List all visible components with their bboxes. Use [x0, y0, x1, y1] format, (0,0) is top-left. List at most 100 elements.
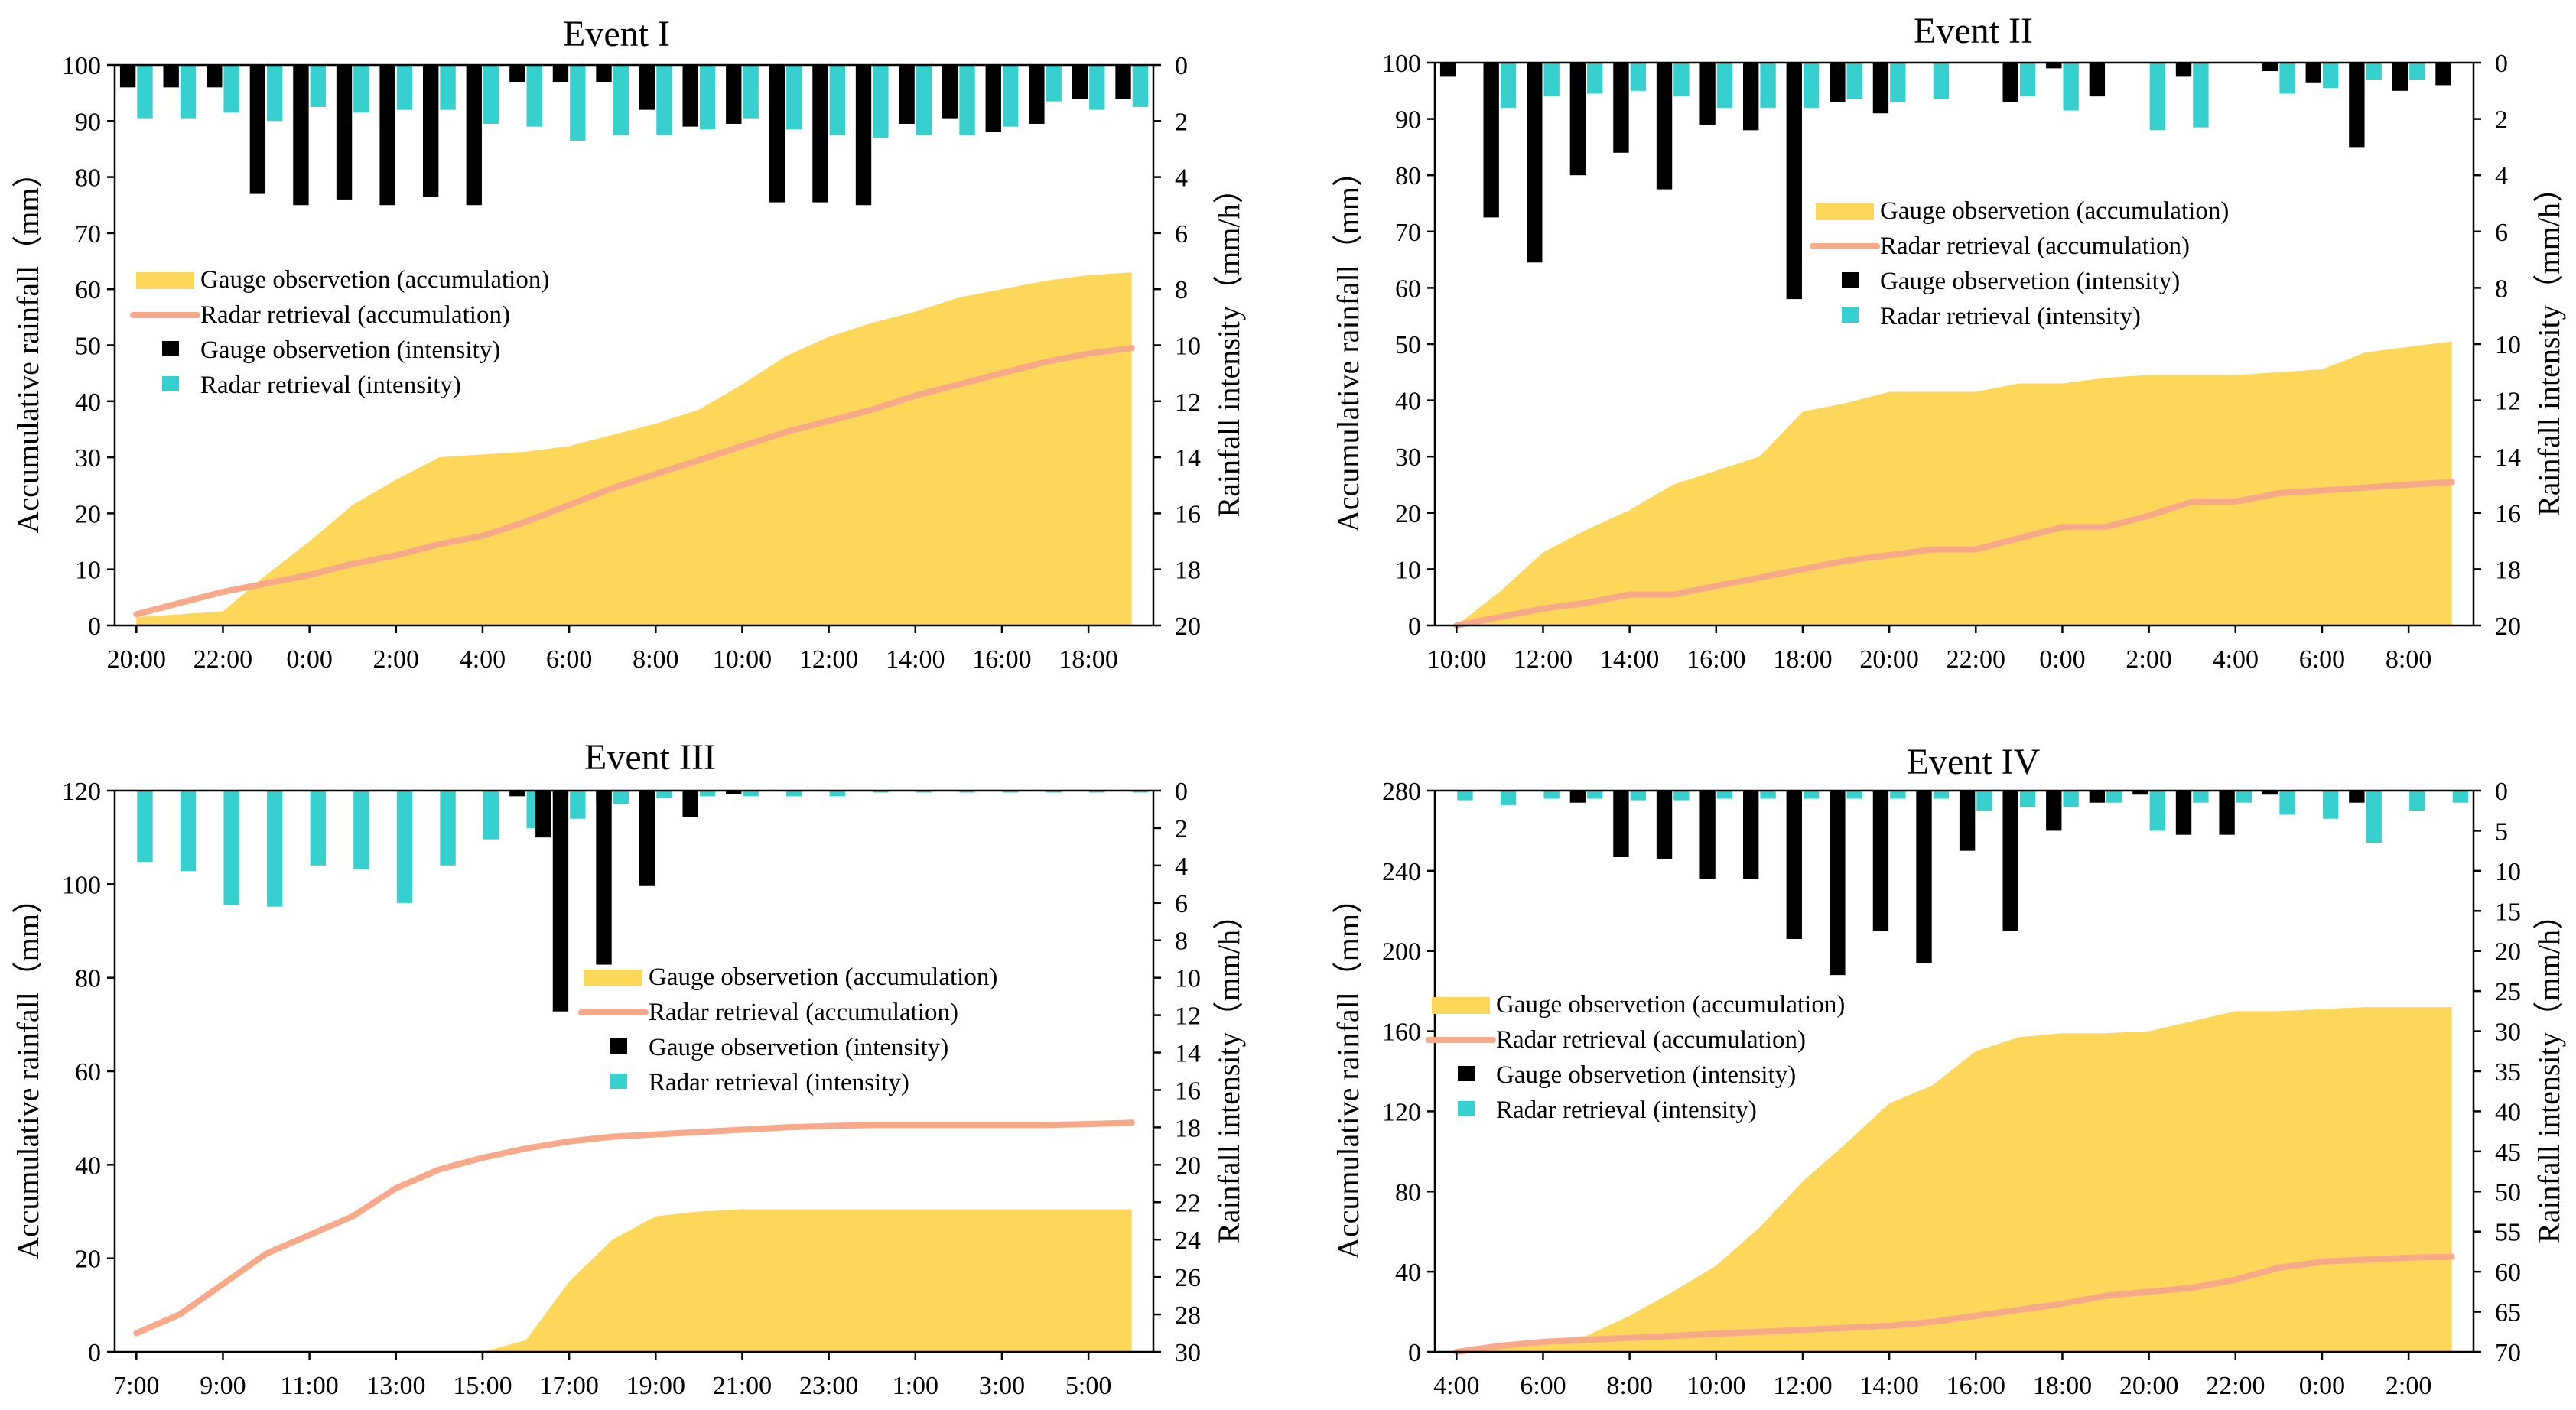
- radar-intensity-bar-20: [2322, 791, 2339, 819]
- right-tick-label-10: 20: [1175, 612, 1201, 641]
- right-tick-label-12: 24: [1175, 1226, 1201, 1255]
- legend-swatch-radar-intensity: [1458, 1101, 1475, 1116]
- x-tick-label-4: 18:00: [1773, 645, 1832, 674]
- right-axis-label: Rainfall intensity（mm/h）: [1212, 174, 1246, 518]
- left-tick-label-2: 40: [75, 1152, 101, 1180]
- left-tick-label-9: 90: [1395, 106, 1421, 135]
- right-tick-label-0: 0: [1175, 778, 1188, 806]
- chart-panel-1: 0 10 20 30 40 50 60 70 80 90 100 0 2 4 6 8 10 12 14 16 18 20 2…: [11, 14, 1246, 674]
- right-tick-label-2: 4: [1175, 164, 1188, 193]
- gauge-intensity-bar-17: [855, 65, 872, 206]
- gauge-intensity-bar-14: [2046, 791, 2062, 831]
- right-tick-label-5: 10: [1175, 965, 1201, 993]
- gauge-intensity-bar-7: [1743, 63, 1759, 131]
- gauge-intensity-bar-21: [1029, 65, 1045, 124]
- gauge-intensity-bar-15: [2089, 63, 2106, 97]
- right-tick-label-14: 28: [1175, 1301, 1201, 1330]
- right-tick-label-9: 18: [1175, 557, 1201, 585]
- right-tick-label-8: 16: [1175, 1077, 1201, 1105]
- left-tick-label-10: 100: [1382, 50, 1421, 78]
- radar-intensity-bar-14: [2063, 63, 2079, 111]
- radar-intensity-bars: [1457, 791, 2469, 843]
- radar-intensity-bar-12: [1976, 791, 1992, 811]
- radar-intensity-bar-15: [786, 791, 802, 797]
- right-tick-label-3: 15: [2495, 898, 2521, 926]
- legend-swatch-gauge-accumulation: [136, 272, 194, 289]
- right-tick-label-1: 2: [2495, 106, 2508, 135]
- right-tick-label-11: 22: [1175, 1189, 1201, 1217]
- gauge-intensity-peak-bar-0: [535, 791, 551, 838]
- gauge-intensity-bar-18: [2219, 791, 2235, 835]
- left-tick-label-3: 30: [1395, 443, 1421, 472]
- right-tick-label-3: 6: [2495, 219, 2508, 247]
- radar-intensity-bar-6: [1716, 63, 1733, 108]
- gauge-intensity-peak-bars: [535, 791, 698, 1012]
- right-tick-label-6: 12: [2495, 388, 2521, 416]
- x-tick-label-3: 2:00: [373, 645, 419, 674]
- gauge-intensity-bar-5: [1656, 791, 1673, 859]
- gauge-intensity-bars: [1569, 791, 2365, 976]
- radar-intensity-bar-19: [2279, 63, 2295, 94]
- radar-intensity-bar-8: [1803, 63, 1820, 108]
- radar-intensity-bar-16: [829, 65, 845, 135]
- radar-intensity-bar-16: [2149, 791, 2165, 831]
- legend-swatch-gauge-intensity: [1458, 1066, 1475, 1081]
- x-tick-label-0: 10:00: [1427, 645, 1486, 674]
- x-tick-label-10: 16:00: [972, 645, 1031, 674]
- chart-legend: Gauge observetion (accumulation) Radar re…: [578, 963, 997, 1096]
- left-tick-label-0: 0: [88, 612, 101, 641]
- chart-title: Event IV: [1907, 742, 2041, 782]
- left-tick-label-4: 40: [1395, 388, 1421, 416]
- gauge-intensity-bar-2: [207, 65, 223, 88]
- x-tick-label-9: 14:00: [886, 645, 945, 674]
- x-tick-label-8: 20:00: [2119, 1372, 2178, 1400]
- right-tick-label-7: 14: [1175, 1040, 1201, 1068]
- left-tick-label-9: 90: [75, 108, 101, 136]
- x-tick-label-2: 8:00: [1606, 1372, 1652, 1400]
- left-tick-label-8: 80: [75, 164, 101, 193]
- x-tick-label-2: 14:00: [1600, 645, 1659, 674]
- gauge-intensity-bar-10: [552, 65, 569, 82]
- legend-swatch-gauge-accumulation: [584, 970, 642, 986]
- x-tick-label-4: 15:00: [453, 1372, 512, 1400]
- radar-intensity-bar-7: [440, 791, 456, 866]
- radar-intensity-bar-5: [353, 65, 369, 113]
- x-tick-label-1: 9:00: [200, 1372, 246, 1400]
- chart-panel-4: 0 40 80 120 160 200 240 280 0 5 10 15 20 25 30 35 40 45 50…: [1331, 742, 2566, 1400]
- legend-label-gauge-intensity: Gauge observetion (intensity): [1496, 1061, 1796, 1089]
- left-tick-label-1: 40: [1395, 1259, 1421, 1287]
- gauge-intensity-bar-5: [336, 65, 353, 200]
- gauge-intensity-peak-bar-3: [639, 791, 655, 886]
- legend-label-gauge-accumulation: Gauge observetion (accumulation): [1880, 197, 2229, 225]
- right-tick-label-9: 18: [2495, 556, 2521, 584]
- left-tick-label-1: 10: [75, 557, 101, 585]
- radar-intensity-bar-19: [959, 65, 975, 135]
- left-tick-label-10: 100: [62, 52, 101, 80]
- right-tick-label-3: 6: [1175, 890, 1188, 918]
- left-tick-label-8: 80: [1395, 162, 1421, 190]
- x-tick-label-3: 16:00: [1686, 645, 1745, 674]
- x-tick-label-6: 22:00: [1947, 645, 2005, 674]
- gauge-intensity-bar-17: [2175, 791, 2192, 835]
- gauge-intensity-bar-3: [1569, 791, 1586, 803]
- radar-intensity-bar-3: [1587, 63, 1603, 94]
- gauge-intensity-bar-15: [769, 65, 785, 203]
- radar-accumulation-line: [1453, 1253, 2455, 1355]
- chart-title: Event I: [563, 14, 670, 54]
- x-tick-label-8: 12:00: [799, 645, 858, 674]
- x-tick-label-7: 21:00: [713, 1372, 772, 1400]
- right-tick-label-2: 4: [1175, 853, 1188, 881]
- radar-intensity-bar-13: [2019, 63, 2036, 97]
- gauge-intensity-bar-19: [2262, 63, 2278, 72]
- right-tick-label-7: 14: [1175, 444, 1201, 473]
- right-tick-label-10: 20: [1175, 1152, 1201, 1180]
- radar-intensity-bar-21: [1046, 65, 1062, 102]
- radar-intensity-bar-3: [267, 791, 283, 907]
- right-tick-label-13: 65: [2495, 1299, 2521, 1327]
- radar-accumulation-line: [1453, 479, 2455, 629]
- legend-label-radar-accumulation: Radar retrieval (accumulation): [1496, 1026, 1806, 1054]
- radar-intensity-bar-21: [2366, 63, 2382, 80]
- left-tick-label-6: 240: [1382, 858, 1421, 886]
- right-axis-label: Rainfall intensity（mm/h）: [2532, 172, 2566, 516]
